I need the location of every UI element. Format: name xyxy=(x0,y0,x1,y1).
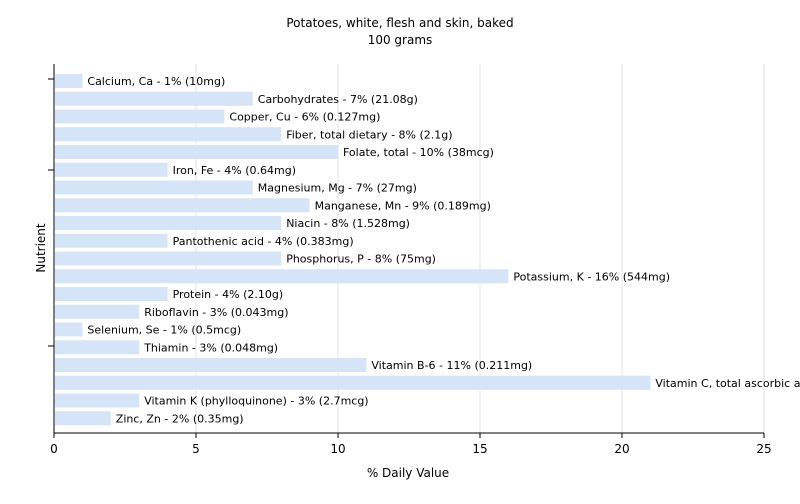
bars xyxy=(55,74,651,426)
bar-label: Pantothenic acid - 4% (0.383mg) xyxy=(173,235,354,248)
bar xyxy=(55,269,509,284)
y-axis-label: Nutrient xyxy=(34,223,48,273)
bar-label: Riboflavin - 3% (0.043mg) xyxy=(144,306,288,319)
bar-labels: Calcium, Ca - 1% (10mg) Carbohydrates - 7… xyxy=(87,75,800,425)
bar xyxy=(55,109,225,124)
bar xyxy=(55,233,168,248)
bar-label: Potassium, K - 16% (544mg) xyxy=(513,270,670,283)
bar-label: Folate, total - 10% (38mcg) xyxy=(343,146,494,159)
x-tick-label: 20 xyxy=(614,442,629,456)
bar-label: Manganese, Mn - 9% (0.189mg) xyxy=(315,199,491,212)
bar xyxy=(55,358,367,372)
bar-label: Vitamin C, total ascorbic acid - 21% (12… xyxy=(655,377,800,390)
chart-title: Potatoes, white, flesh and skin, baked xyxy=(286,16,513,30)
bar-label: Iron, Fe - 4% (0.64mg) xyxy=(173,164,296,177)
bar-label: Selenium, Se - 1% (0.5mcg) xyxy=(87,324,241,337)
x-tick-label: 10 xyxy=(330,442,345,456)
bar-label: Magnesium, Mg - 7% (27mg) xyxy=(258,182,417,195)
axes: 0 5 10 15 20 25 xyxy=(48,64,772,456)
bar-label: Fiber, total dietary - 8% (2.1g) xyxy=(286,128,452,141)
x-axis-label: % Daily Value xyxy=(367,466,449,480)
chart-subtitle: 100 grams xyxy=(368,33,433,47)
bar-label: Phosphorus, P - 8% (75mg) xyxy=(286,253,436,266)
bar xyxy=(55,322,83,337)
x-tick-label: 5 xyxy=(192,442,200,456)
bar xyxy=(55,216,282,230)
bar-label: Vitamin K (phylloquinone) - 3% (2.7mcg) xyxy=(144,395,368,408)
bar xyxy=(55,393,140,408)
bar-label: Vitamin B-6 - 11% (0.211mg) xyxy=(371,359,532,372)
x-tick-label: 0 xyxy=(50,442,58,456)
bar xyxy=(55,162,168,177)
bar-label: Protein - 4% (2.10g) xyxy=(173,288,284,301)
bar xyxy=(55,340,140,355)
x-tick-label: 25 xyxy=(756,442,771,456)
bar-label: Copper, Cu - 6% (0.127mg) xyxy=(229,111,380,124)
bar xyxy=(55,304,140,319)
bar-label: Carbohydrates - 7% (21.08g) xyxy=(258,93,418,106)
bar xyxy=(55,251,282,266)
bar-label: Thiamin - 3% (0.048mg) xyxy=(143,341,278,354)
bar xyxy=(55,145,338,159)
bar xyxy=(55,127,282,142)
x-tick-label: 15 xyxy=(472,442,487,456)
bar xyxy=(55,375,651,390)
bar xyxy=(55,180,253,195)
bar xyxy=(55,198,310,213)
bar-label: Calcium, Ca - 1% (10mg) xyxy=(87,75,225,88)
bar xyxy=(55,74,83,88)
bar xyxy=(55,411,111,426)
bar-label: Niacin - 8% (1.528mg) xyxy=(286,217,410,230)
bar-label: Zinc, Zn - 2% (0.35mg) xyxy=(116,412,244,425)
bar xyxy=(55,287,168,301)
bar xyxy=(55,91,253,106)
